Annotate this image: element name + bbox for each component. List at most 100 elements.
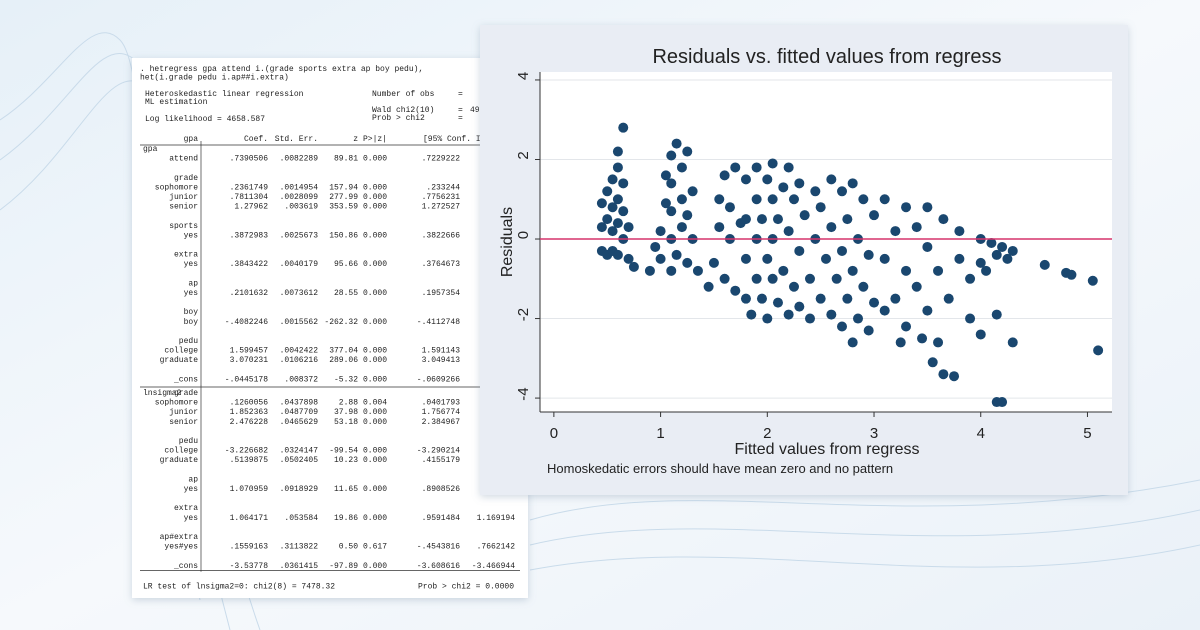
point bbox=[991, 249, 1002, 260]
header-label: Wald chi2(10) bbox=[372, 106, 434, 115]
row-cell: 0.000 bbox=[363, 155, 387, 164]
row-label: pedu bbox=[179, 337, 198, 346]
point bbox=[676, 222, 687, 233]
row-cell: 0.000 bbox=[363, 347, 387, 356]
row-cell: 2.384967 bbox=[422, 418, 461, 427]
point bbox=[917, 333, 928, 344]
point bbox=[879, 305, 890, 316]
document-panel bbox=[132, 58, 528, 598]
point bbox=[810, 186, 821, 197]
row-label: _cons bbox=[173, 375, 198, 384]
row-cell: 0.000 bbox=[363, 356, 387, 365]
row-cell: 0.50 bbox=[339, 543, 358, 552]
point bbox=[858, 281, 869, 292]
row-cell: .7662142 bbox=[477, 543, 516, 552]
point bbox=[628, 261, 639, 272]
point bbox=[650, 241, 661, 252]
point bbox=[602, 186, 613, 197]
point bbox=[724, 202, 735, 213]
row-cell: .0028099 bbox=[280, 193, 319, 202]
point bbox=[772, 297, 783, 308]
row-cell: .1559163 bbox=[230, 543, 269, 552]
row-cell: 0.000 bbox=[363, 456, 387, 465]
row-cell: 19.86 bbox=[334, 514, 358, 523]
row-cell: .0040179 bbox=[280, 260, 319, 269]
point bbox=[901, 321, 912, 332]
command-line: het(i.grade pedu i.ap##i.extra) bbox=[140, 74, 289, 83]
point bbox=[938, 214, 949, 225]
point bbox=[1087, 275, 1098, 286]
point bbox=[607, 226, 618, 237]
point bbox=[612, 162, 623, 173]
point bbox=[762, 253, 773, 264]
row-cell: .7229222 bbox=[422, 155, 461, 164]
point bbox=[975, 257, 986, 268]
point bbox=[618, 122, 629, 133]
row-cell: -97.89 bbox=[329, 562, 358, 571]
point bbox=[730, 285, 741, 296]
point bbox=[772, 214, 783, 225]
row-cell: 1.591143 bbox=[422, 347, 461, 356]
point bbox=[901, 202, 912, 213]
row-cell: -3.466944 bbox=[472, 562, 515, 571]
row-cell: .7390506 bbox=[230, 155, 269, 164]
point bbox=[1002, 253, 1013, 264]
row-label: extra bbox=[174, 251, 198, 260]
row-cell: .3113822 bbox=[280, 543, 319, 552]
row-cell: 1.27962 bbox=[234, 203, 268, 212]
point bbox=[837, 186, 848, 197]
row-cell: 0.617 bbox=[363, 543, 387, 552]
point bbox=[895, 337, 906, 348]
point bbox=[954, 253, 965, 264]
point bbox=[991, 309, 1002, 320]
point bbox=[933, 337, 944, 348]
point bbox=[676, 194, 687, 205]
point bbox=[842, 214, 853, 225]
stata-output: . hetregress gpa attend i.(grade sports … bbox=[132, 58, 528, 598]
point bbox=[927, 357, 938, 368]
row-cell: 1.272527 bbox=[422, 203, 461, 212]
point bbox=[708, 257, 719, 268]
point bbox=[997, 397, 1008, 408]
row-cell: -.4543816 bbox=[417, 543, 460, 552]
row-cell: 10.23 bbox=[334, 456, 358, 465]
row-cell: .0465629 bbox=[280, 418, 319, 427]
point bbox=[863, 249, 874, 260]
row-cell: 95.66 bbox=[334, 260, 358, 269]
point bbox=[847, 178, 858, 189]
point bbox=[692, 265, 703, 276]
y-axis-label: Residuals bbox=[499, 207, 516, 277]
row-cell: 3.070231 bbox=[230, 356, 269, 365]
row-cell: .2101632 bbox=[230, 289, 269, 298]
point bbox=[997, 241, 1008, 252]
point bbox=[778, 265, 789, 276]
point bbox=[746, 309, 757, 320]
row-label: attend bbox=[169, 155, 198, 164]
point bbox=[783, 162, 794, 173]
point bbox=[714, 194, 725, 205]
header-left: Log likelihood = 4658.587 bbox=[145, 115, 265, 124]
row-cell: .3822666 bbox=[422, 231, 461, 240]
point bbox=[853, 313, 864, 324]
point bbox=[975, 329, 986, 340]
point bbox=[740, 174, 751, 185]
point bbox=[740, 253, 751, 264]
point bbox=[714, 222, 725, 233]
row-cell: .003619 bbox=[284, 203, 318, 212]
point bbox=[612, 218, 623, 229]
header-eq: = bbox=[458, 114, 463, 123]
point bbox=[666, 178, 677, 189]
point bbox=[623, 253, 634, 264]
point bbox=[837, 245, 848, 256]
x-tick-label: 4 bbox=[977, 425, 985, 442]
row-cell: .0106216 bbox=[280, 356, 319, 365]
point bbox=[682, 210, 693, 221]
point bbox=[847, 265, 858, 276]
row-cell: .0073612 bbox=[280, 289, 319, 298]
row-label: yes bbox=[184, 485, 199, 494]
point bbox=[815, 293, 826, 304]
point bbox=[869, 297, 880, 308]
point bbox=[676, 162, 687, 173]
row-label: yes bbox=[184, 514, 199, 523]
point bbox=[943, 293, 954, 304]
